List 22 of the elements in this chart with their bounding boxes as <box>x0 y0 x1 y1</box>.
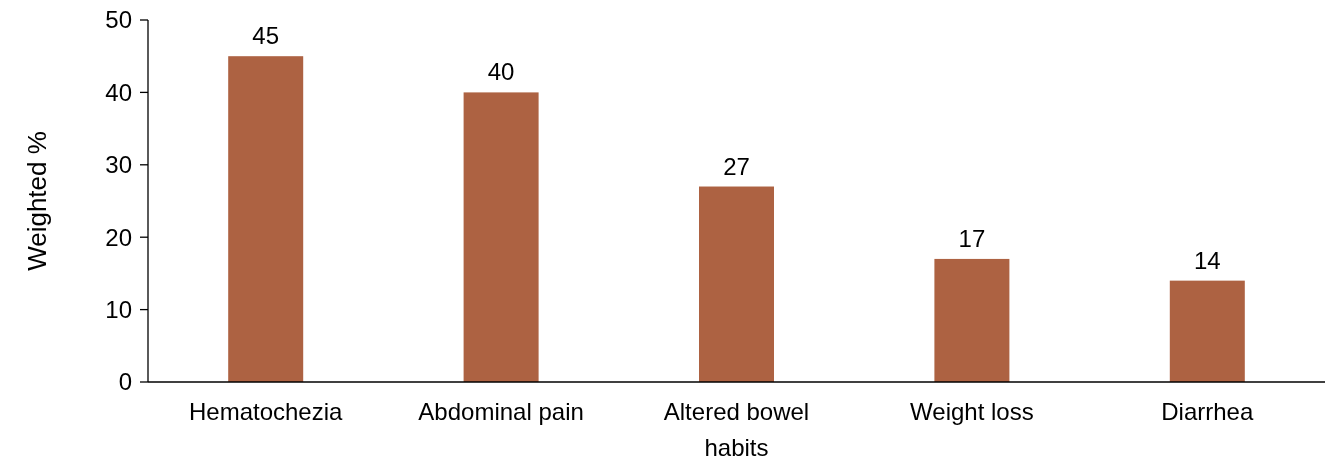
x-tick-label: Abdominal pain <box>418 398 584 425</box>
y-tick-label: 50 <box>105 6 132 34</box>
bar <box>934 258 1010 382</box>
x-tick-label: Hematochezia <box>188 398 344 425</box>
bar <box>1169 280 1245 382</box>
bar <box>228 56 304 382</box>
data-label: 17 <box>958 224 986 252</box>
data-label: 40 <box>487 58 515 86</box>
data-label: 14 <box>1193 246 1221 274</box>
y-tick-label: 40 <box>105 78 132 106</box>
y-tick-label: 0 <box>118 368 132 396</box>
x-tick-label: Weight loss <box>910 398 1034 425</box>
y-axis-title: Weighted % <box>22 131 52 271</box>
data-label: 27 <box>723 152 750 180</box>
y-tick-label: 20 <box>105 223 132 251</box>
bar <box>699 186 774 382</box>
y-tick-label: 30 <box>105 151 132 179</box>
x-tick-label: Altered bowel habits <box>663 398 810 461</box>
bar <box>463 92 539 382</box>
data-label: 45 <box>252 22 280 50</box>
y-tick-label: 10 <box>105 296 132 323</box>
x-tick-label: Diarrhea <box>1161 398 1254 425</box>
